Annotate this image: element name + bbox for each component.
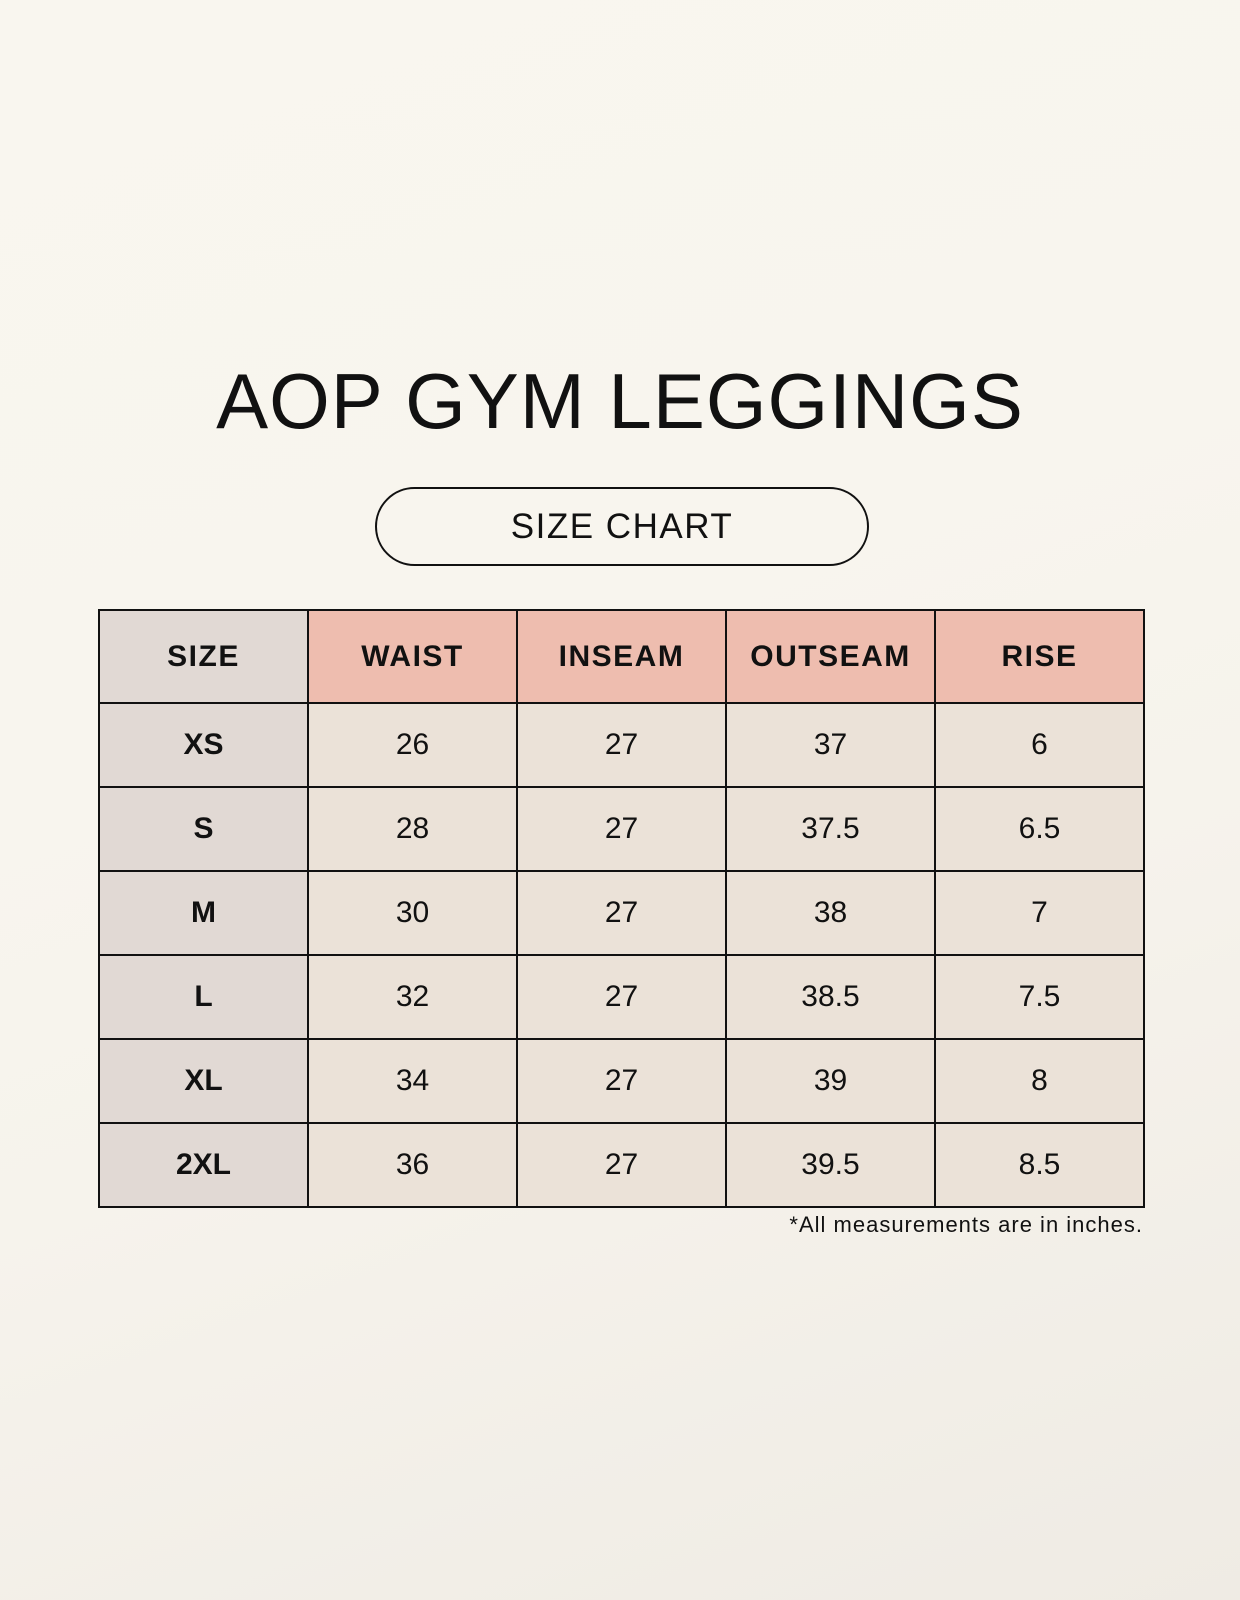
measurement-cell: 39	[725, 1038, 936, 1124]
table-row: XL 34 27 39 8	[98, 1038, 1145, 1124]
table-row: M 30 27 38 7	[98, 870, 1145, 956]
size-chart-label: SIZE CHART	[375, 487, 869, 566]
measurement-cell: 27	[516, 870, 727, 956]
header-row: SIZE WAIST INSEAM OUTSEAM RISE	[98, 609, 1145, 704]
measurement-cell: 37	[725, 702, 936, 788]
page-title: AOP GYM LEGGINGS	[216, 357, 1024, 445]
measurement-cell: 8	[934, 1038, 1145, 1124]
measurement-cell: 32	[307, 954, 518, 1040]
column-header-size: SIZE	[98, 609, 309, 704]
table-row: XS 26 27 37 6	[98, 702, 1145, 788]
table-row: L 32 27 38.5 7.5	[98, 954, 1145, 1040]
measurement-cell: 30	[307, 870, 518, 956]
column-header-outseam: OUTSEAM	[725, 609, 936, 704]
column-header-rise: RISE	[934, 609, 1145, 704]
size-cell: S	[98, 786, 309, 872]
measurement-cell: 7	[934, 870, 1145, 956]
measurement-cell: 34	[307, 1038, 518, 1124]
measurement-cell: 39.5	[725, 1122, 936, 1208]
size-cell: L	[98, 954, 309, 1040]
size-cell: M	[98, 870, 309, 956]
measurement-cell: 6.5	[934, 786, 1145, 872]
measurement-cell: 38	[725, 870, 936, 956]
measurement-cell: 26	[307, 702, 518, 788]
measurement-cell: 7.5	[934, 954, 1145, 1040]
measurement-cell: 37.5	[725, 786, 936, 872]
measurement-cell: 38.5	[725, 954, 936, 1040]
table-row: S 28 27 37.5 6.5	[98, 786, 1145, 872]
measurement-cell: 8.5	[934, 1122, 1145, 1208]
column-header-waist: WAIST	[307, 609, 518, 704]
measurement-cell: 6	[934, 702, 1145, 788]
size-cell: XL	[98, 1038, 309, 1124]
measurement-cell: 27	[516, 1122, 727, 1208]
measurement-cell: 27	[516, 954, 727, 1040]
measurement-cell: 28	[307, 786, 518, 872]
size-cell: 2XL	[98, 1122, 309, 1208]
footnote: *All measurements are in inches.	[789, 1212, 1143, 1237]
measurement-cell: 27	[516, 702, 727, 788]
size-cell: XS	[98, 702, 309, 788]
measurement-cell: 27	[516, 786, 727, 872]
measurement-cell: 36	[307, 1122, 518, 1208]
measurement-cell: 27	[516, 1038, 727, 1124]
size-table: SIZE WAIST INSEAM OUTSEAM RISE XS 26 27 37 6 S 28 2…	[98, 609, 1145, 1208]
table-row: 2XL 36 27 39.5 8.5	[98, 1122, 1145, 1208]
column-header-inseam: INSEAM	[516, 609, 727, 704]
